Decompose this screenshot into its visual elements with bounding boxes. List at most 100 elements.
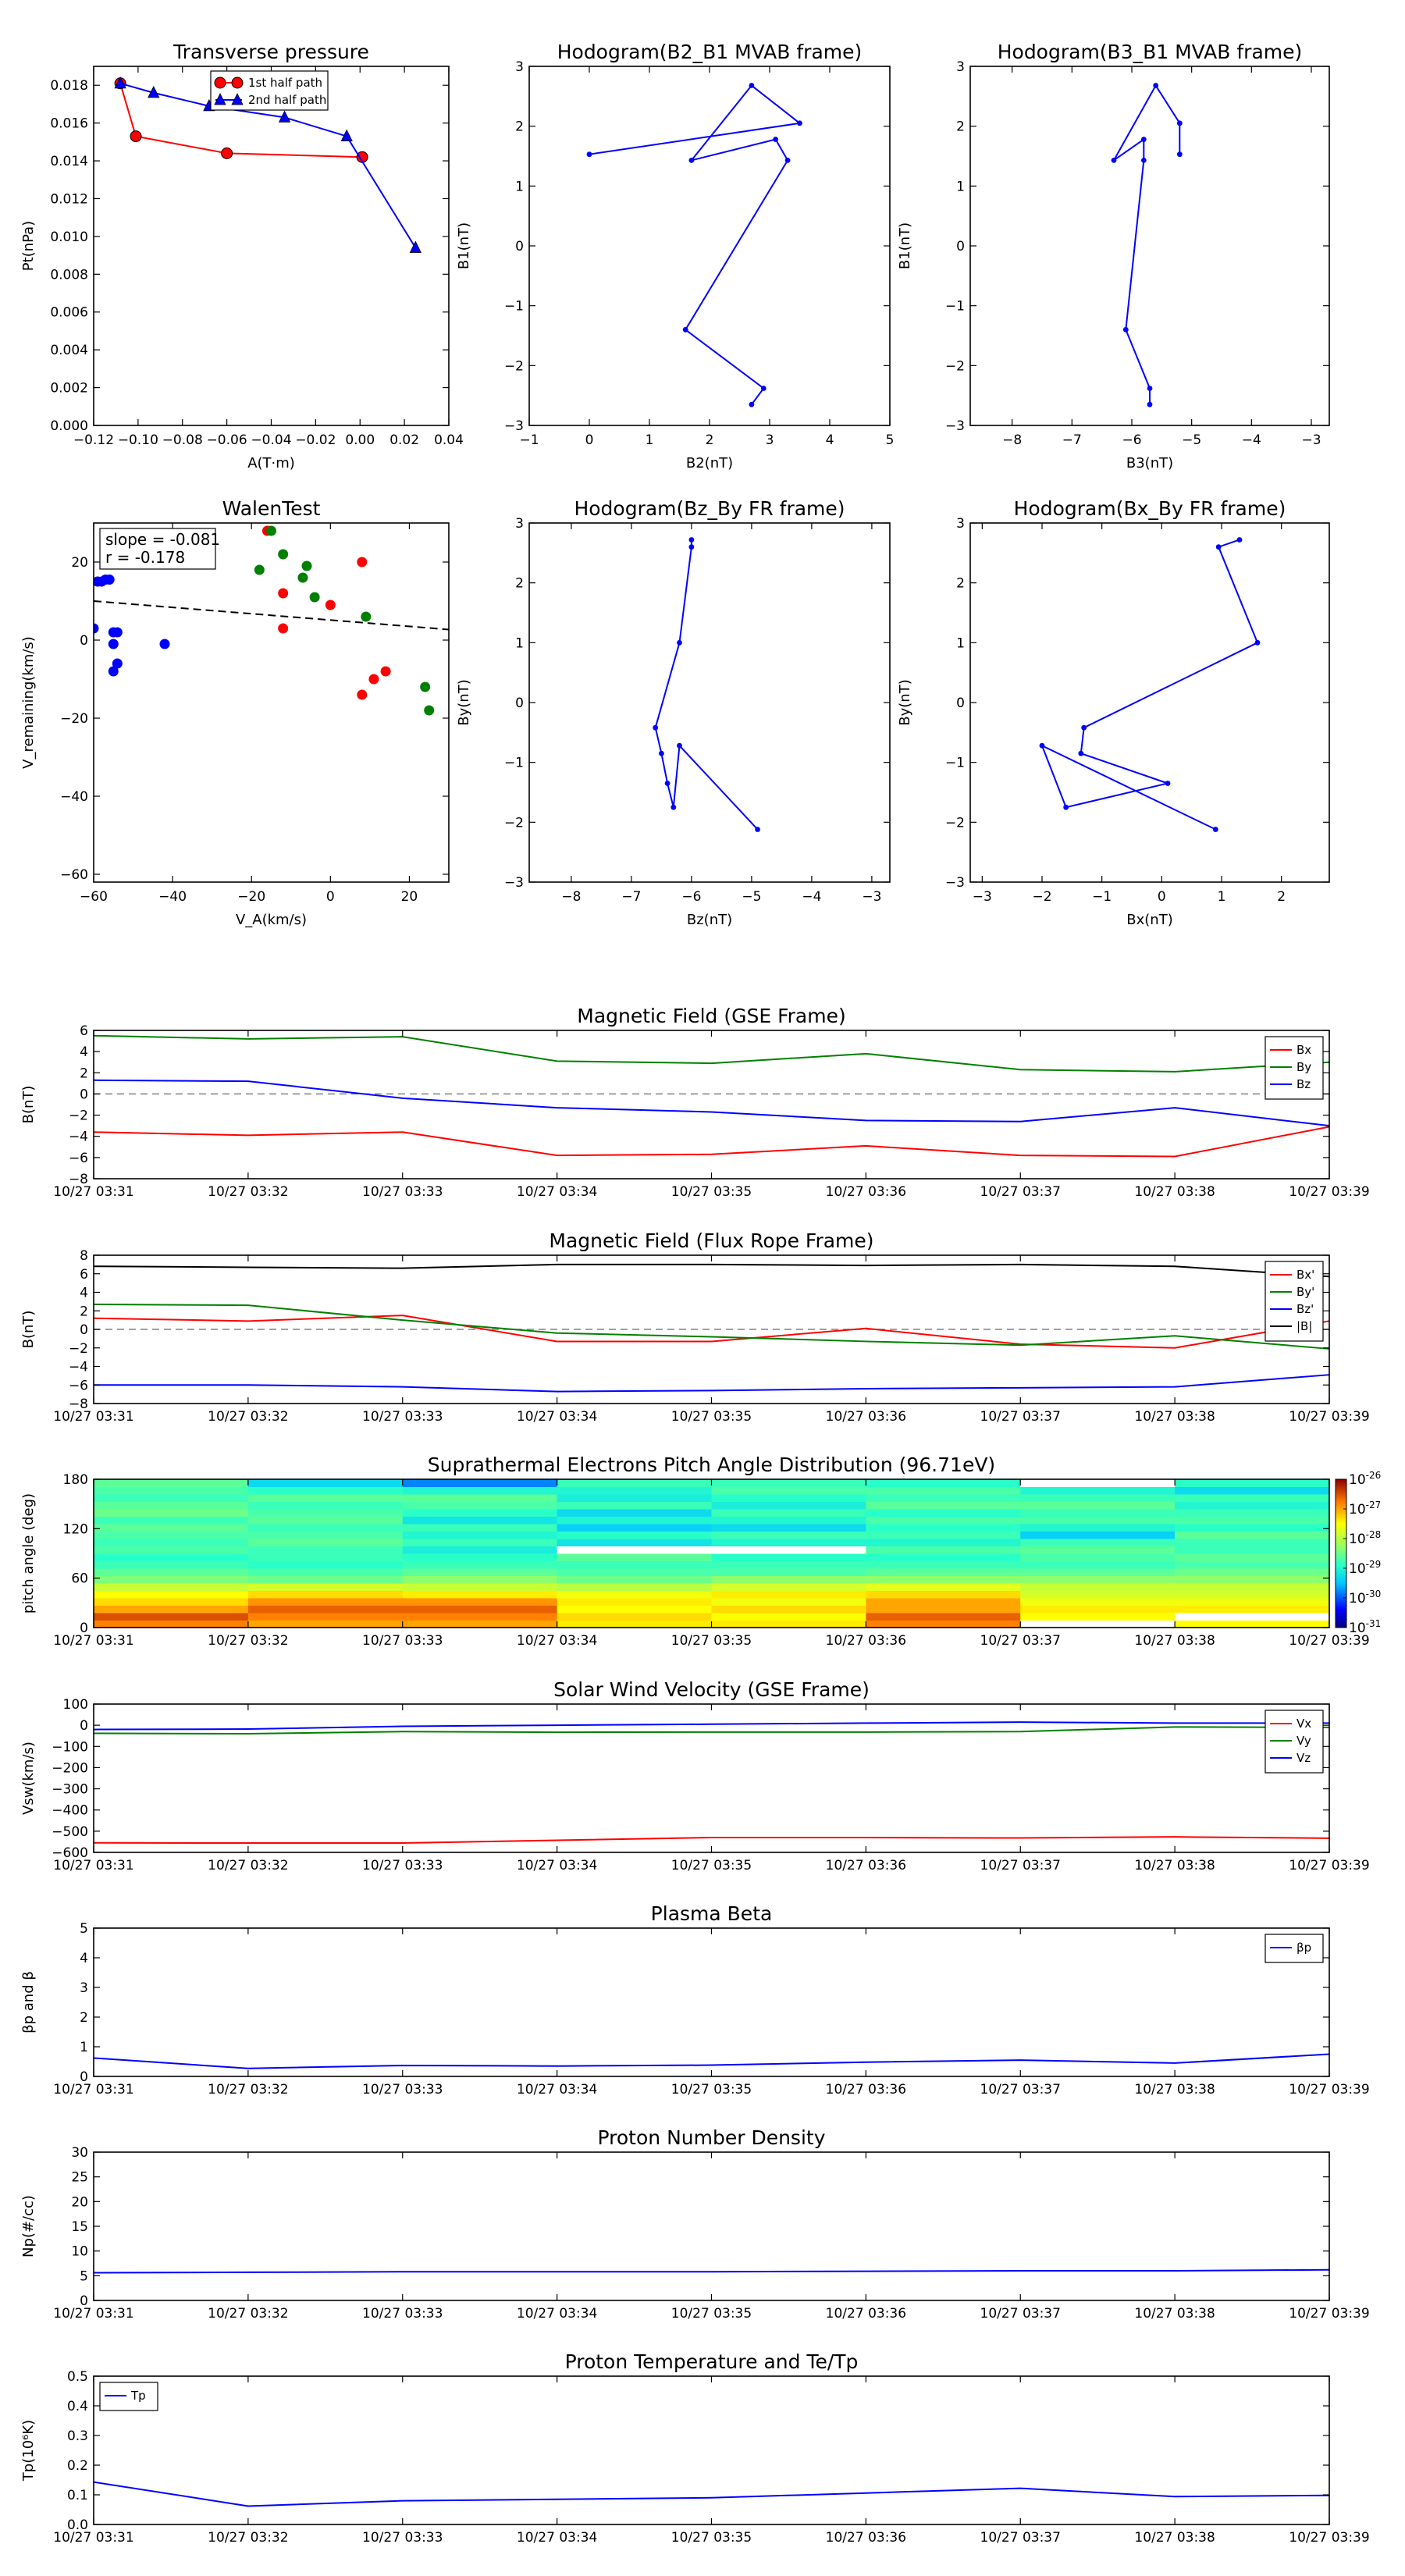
- y-tick-label: 2: [956, 576, 965, 592]
- data-point: [148, 86, 160, 98]
- data-point: [749, 83, 755, 88]
- time-tick-label: 10/27 03:37: [980, 1633, 1061, 1649]
- legend-label: βp: [1297, 1941, 1311, 1955]
- heatmap-cell: [1020, 1539, 1176, 1546]
- data-point: [760, 386, 767, 391]
- plot-frame: [528, 66, 891, 426]
- colorbar-tick-label: 10-31: [1349, 1618, 1381, 1636]
- heatmap-cell: [557, 1613, 712, 1621]
- series-line: [654, 539, 759, 831]
- time-tick-label: 10/27 03:35: [671, 1184, 752, 1200]
- plot-frame: [93, 1254, 1330, 1404]
- series-line: [1040, 539, 1259, 831]
- heatmap-cell: [402, 1620, 558, 1628]
- heatmap-cell: [557, 1598, 712, 1606]
- heatmap-cell: [94, 1620, 249, 1628]
- x-tick-label: 0.02: [389, 432, 419, 448]
- data-point: [340, 129, 353, 141]
- time-tick-label: 10/27 03:35: [671, 2082, 752, 2097]
- y-tick-label: 2: [956, 119, 965, 135]
- x-tick-label: −60: [80, 889, 108, 905]
- heatmap-cell: [402, 1553, 558, 1561]
- time-tick-label: 10/27 03:33: [362, 1409, 443, 1425]
- y-tick-label: 0.004: [50, 343, 88, 358]
- heatmap-cell: [557, 1494, 712, 1502]
- time-tick-label: 10/27 03:39: [1289, 2306, 1369, 2322]
- heatmap-cell: [247, 1598, 404, 1606]
- heatmap-cell: [247, 1524, 404, 1532]
- data-point: [1176, 151, 1183, 158]
- series-line: [93, 1079, 1330, 1127]
- y-tick-label: 100: [63, 1697, 88, 1713]
- time-tick-label: 10/27 03:36: [826, 2530, 906, 2546]
- heatmap-cell: [402, 1509, 558, 1517]
- y-tick-label: −300: [52, 1782, 88, 1798]
- heatmap-cell: [1175, 1501, 1330, 1510]
- series-line: [93, 1726, 1330, 1735]
- heatmap-cell: [866, 1553, 1021, 1561]
- y-tick-label: −600: [52, 1845, 88, 1861]
- y-tick-label: 0.000: [50, 418, 88, 434]
- y-tick-label: 180: [63, 1472, 88, 1488]
- y-tick-label: −2: [504, 815, 524, 831]
- time-tick-label: 10/27 03:35: [671, 1858, 752, 1873]
- heatmap-cell: [866, 1486, 1021, 1495]
- colorbar-base: 10: [1349, 1472, 1366, 1488]
- heatmap-cell: [1175, 1590, 1330, 1599]
- y-tick-label: −20: [60, 711, 88, 727]
- y-tick-label: 6: [80, 1267, 88, 1283]
- y-tick-label: 0.5: [67, 2369, 88, 2385]
- series-line: [119, 83, 363, 158]
- data-point: [670, 804, 677, 810]
- y-tick-label: 1: [80, 2040, 88, 2055]
- heatmap-cell: [711, 1598, 866, 1606]
- time-tick-label: 10/27 03:31: [53, 1184, 133, 1200]
- y-tick-label: −6: [69, 1378, 88, 1393]
- chart-title: WalenTest: [222, 497, 321, 520]
- data-point: [1254, 639, 1261, 646]
- heatmap-cell: [247, 1590, 404, 1599]
- x-tick-label: 0: [326, 889, 335, 905]
- heatmap-cell: [402, 1539, 558, 1546]
- time-tick-label: 10/27 03:34: [517, 1858, 597, 1873]
- heatmap-cell: [94, 1553, 249, 1561]
- x-tick-label: −0.10: [118, 432, 158, 448]
- data-point: [130, 130, 142, 143]
- heatmap-cell: [94, 1598, 249, 1606]
- data-point: [1140, 137, 1147, 142]
- data-point: [749, 401, 755, 407]
- heatmap-cell: [1175, 1546, 1330, 1554]
- scatter-point: [325, 600, 336, 610]
- x-axis-label: A(T·m): [247, 455, 295, 471]
- heatmap-cell: [247, 1568, 404, 1576]
- heatmap-cell: [557, 1620, 712, 1628]
- legend-box: [210, 70, 329, 111]
- y-tick-label: −2: [945, 815, 965, 831]
- x-axis-label: B2(nT): [686, 455, 733, 471]
- data-point: [1176, 120, 1183, 126]
- x-tick-label: −5: [1182, 432, 1201, 448]
- x-tick-label: 2: [1277, 889, 1286, 905]
- y-tick-label: 2: [80, 2010, 88, 2026]
- heatmap-cell: [1020, 1531, 1176, 1539]
- heatmap-cell: [402, 1575, 558, 1584]
- heatmap-cell: [402, 1494, 558, 1502]
- heatmap-cell: [711, 1479, 866, 1487]
- time-tick-label: 10/27 03:38: [1134, 1858, 1215, 1873]
- x-tick-label: −8: [561, 889, 581, 905]
- heatmap-cell: [247, 1553, 404, 1561]
- scatter-point: [309, 592, 320, 603]
- y-tick-label: 1: [956, 179, 965, 194]
- heatmap-cell: [402, 1531, 558, 1539]
- time-tick-label: 10/27 03:31: [53, 1858, 133, 1873]
- heatmap-cell: [557, 1560, 712, 1569]
- x-tick-label: −3: [973, 889, 992, 905]
- time-tick-label: 10/27 03:39: [1289, 2082, 1369, 2097]
- y-tick-label: 0: [956, 239, 965, 254]
- x-tick-label: −40: [158, 889, 187, 905]
- plot-frame: [528, 522, 891, 883]
- scatter-point: [301, 560, 312, 571]
- heatmap-cell: [1175, 1613, 1330, 1621]
- heatmap-cell: [1175, 1560, 1330, 1569]
- time-tick-label: 10/27 03:38: [1134, 1633, 1215, 1649]
